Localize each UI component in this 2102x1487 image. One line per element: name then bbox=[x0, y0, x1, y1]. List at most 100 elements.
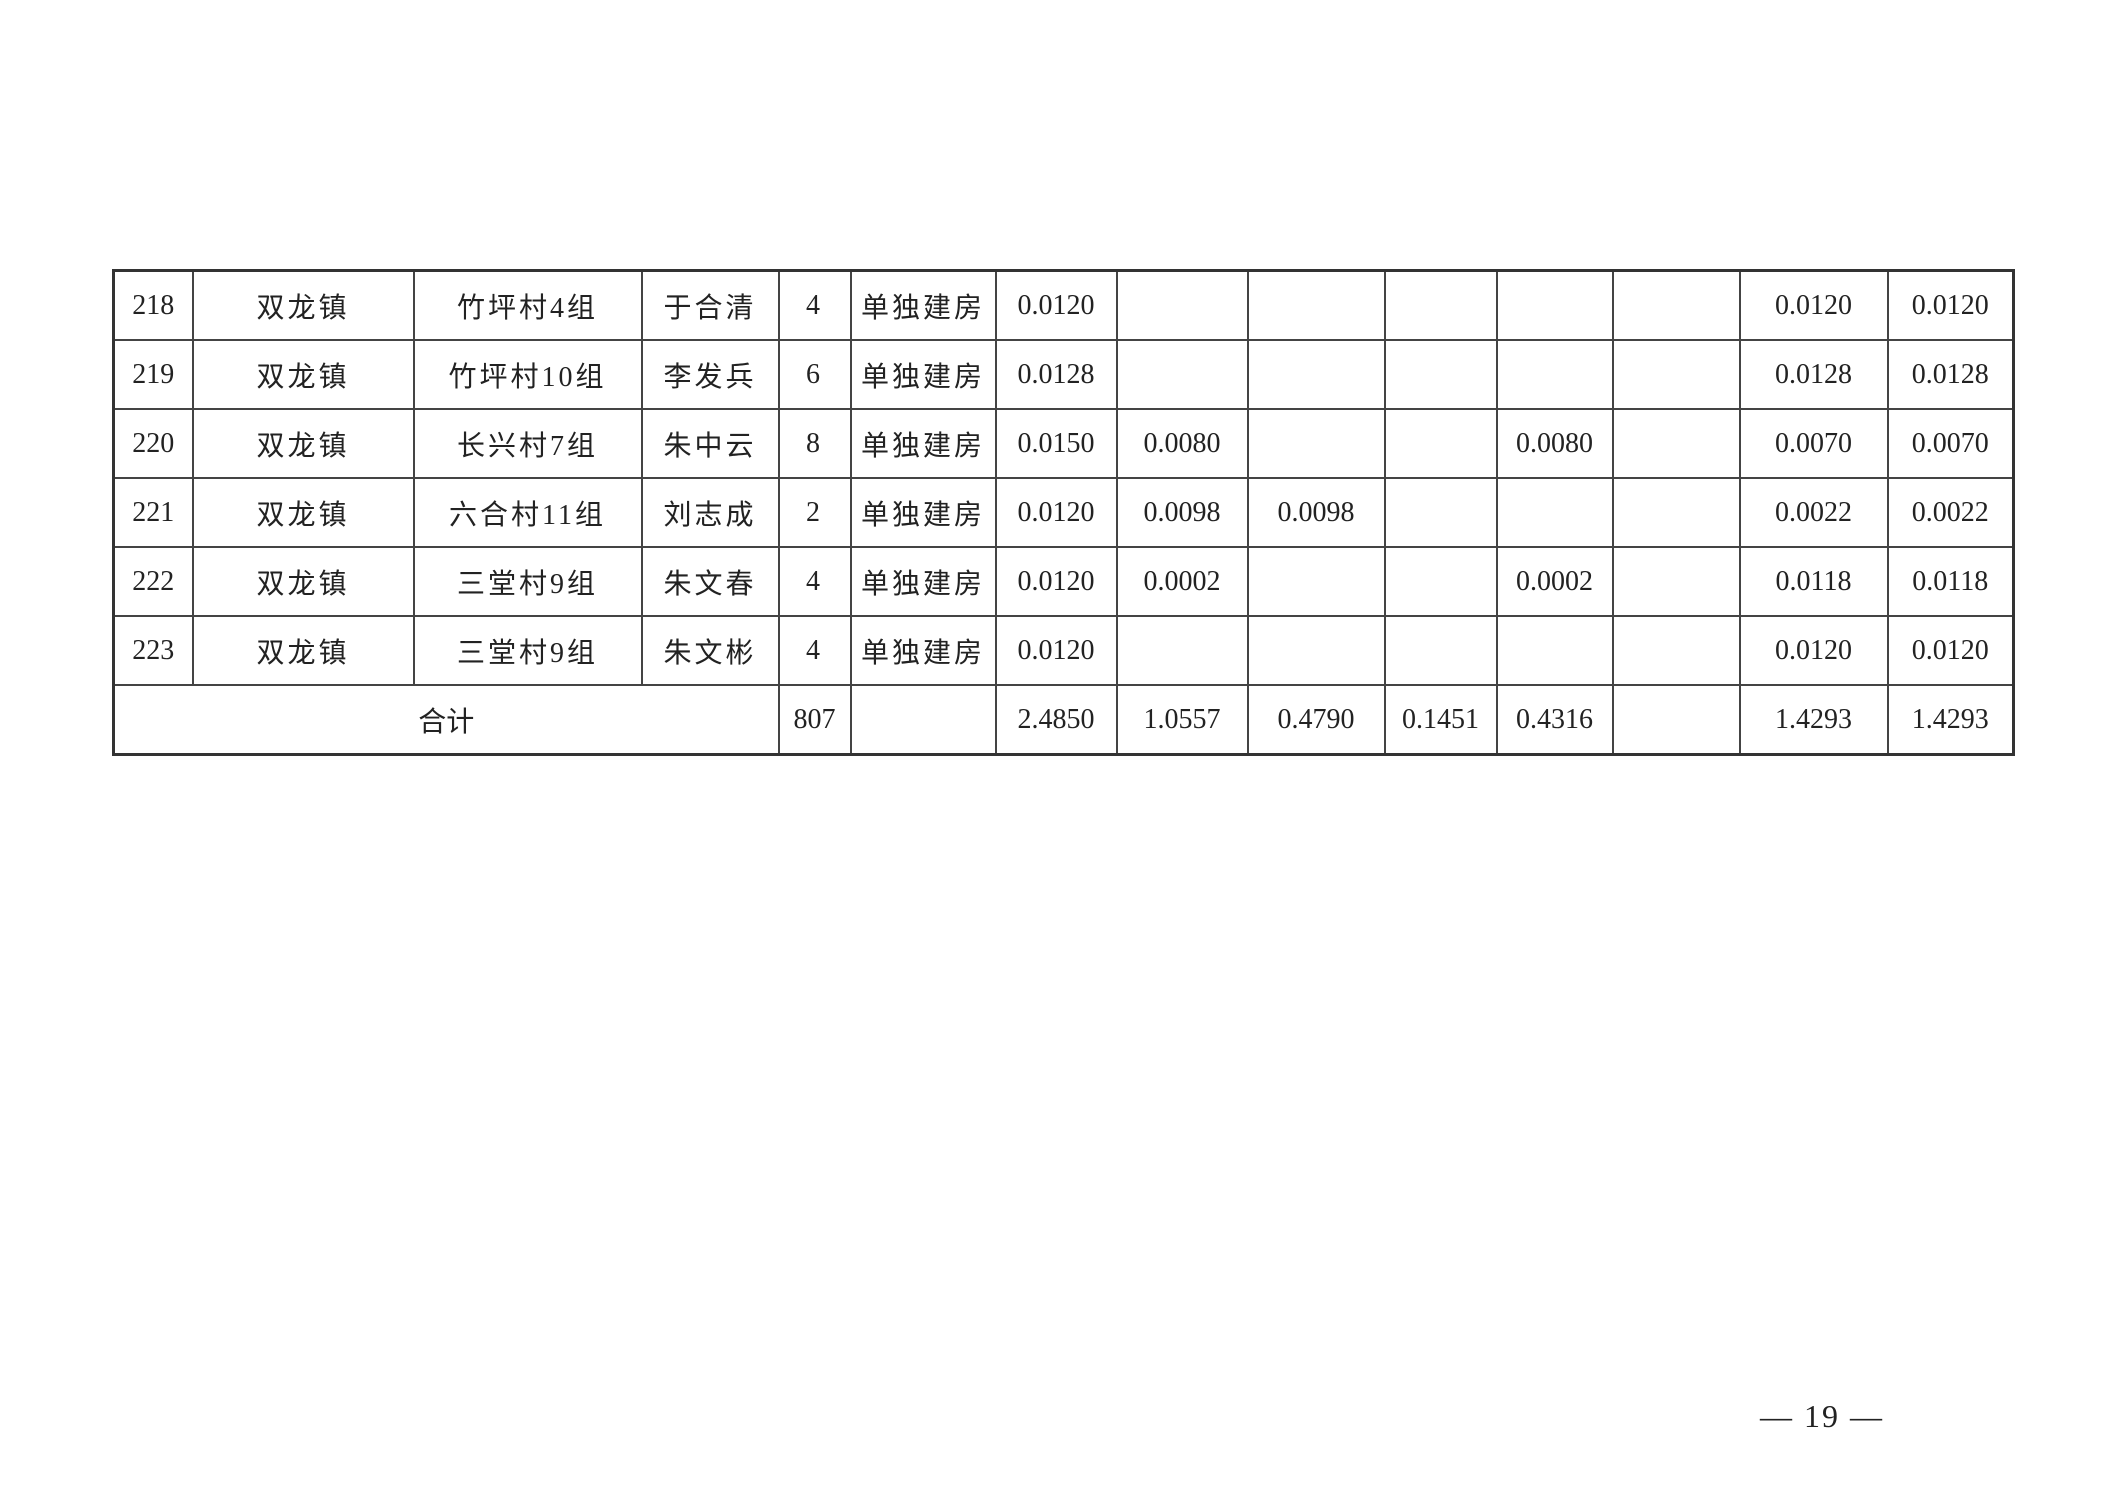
cell-c10 bbox=[1383, 269, 1498, 341]
cell-c13: 0.0022 bbox=[1738, 477, 1889, 548]
cell-c14: 0.0128 bbox=[1886, 339, 2015, 410]
table-row: 220 双龙镇 长兴村7组 朱中云 8 单独建房 0.0150 0.0080 0.0080 0.0… bbox=[112, 408, 2015, 479]
cell-type: 单独建房 bbox=[849, 546, 997, 617]
cell-c9 bbox=[1246, 269, 1386, 341]
cell-name: 李发兵 bbox=[640, 339, 780, 410]
cell-c10 bbox=[1383, 615, 1498, 686]
cell-people: 2 bbox=[777, 477, 852, 548]
total-cell: 1.0557 bbox=[1115, 684, 1249, 756]
cell-c8: 0.0098 bbox=[1115, 477, 1249, 548]
cell-c14: 0.0120 bbox=[1886, 615, 2015, 686]
cell-seq: 218 bbox=[112, 269, 194, 341]
table-row: 222 双龙镇 三堂村9组 朱文春 4 单独建房 0.0120 0.0002 0.0002 0.0… bbox=[112, 546, 2015, 617]
cell-village-group: 竹坪村4组 bbox=[412, 269, 643, 341]
cell-village-group: 竹坪村10组 bbox=[412, 339, 643, 410]
cell-village-group: 三堂村9组 bbox=[412, 615, 643, 686]
cell-name: 于合清 bbox=[640, 269, 780, 341]
cell-c8 bbox=[1115, 339, 1249, 410]
cell-c13: 0.0120 bbox=[1738, 615, 1889, 686]
cell-village-group: 三堂村9组 bbox=[412, 546, 643, 617]
cell-c13: 0.0120 bbox=[1738, 269, 1889, 341]
cell-seq: 219 bbox=[112, 339, 194, 410]
cell-area: 0.0120 bbox=[994, 615, 1118, 686]
cell-c13: 0.0118 bbox=[1738, 546, 1889, 617]
cell-c9 bbox=[1246, 408, 1386, 479]
cell-c10 bbox=[1383, 339, 1498, 410]
table-row: 223 双龙镇 三堂村9组 朱文彬 4 单独建房 0.0120 0.0120 0.0120 bbox=[112, 615, 2015, 686]
total-cell bbox=[849, 684, 997, 756]
data-table: 218 双龙镇 竹坪村4组 于合清 4 单独建房 0.0120 0.0120 0.0120 219… bbox=[112, 269, 2015, 756]
table-row: 219 双龙镇 竹坪村10组 李发兵 6 单独建房 0.0128 0.0128 0.0128 bbox=[112, 339, 2015, 410]
cell-area: 0.0150 bbox=[994, 408, 1118, 479]
cell-people: 6 bbox=[777, 339, 852, 410]
cell-c14: 0.0120 bbox=[1886, 269, 2015, 341]
cell-town: 双龙镇 bbox=[191, 546, 415, 617]
cell-c11 bbox=[1495, 615, 1614, 686]
cell-c12 bbox=[1611, 546, 1741, 617]
cell-c9 bbox=[1246, 615, 1386, 686]
cell-seq: 221 bbox=[112, 477, 194, 548]
cell-c13: 0.0128 bbox=[1738, 339, 1889, 410]
cell-c11: 0.0002 bbox=[1495, 546, 1614, 617]
cell-area: 0.0120 bbox=[994, 269, 1118, 341]
cell-c9: 0.0098 bbox=[1246, 477, 1386, 548]
table-body: 218 双龙镇 竹坪村4组 于合清 4 单独建房 0.0120 0.0120 0.0120 219… bbox=[112, 269, 2015, 756]
cell-town: 双龙镇 bbox=[191, 269, 415, 341]
total-cell: 0.4316 bbox=[1495, 684, 1614, 756]
cell-name: 朱文春 bbox=[640, 546, 780, 617]
cell-type: 单独建房 bbox=[849, 339, 997, 410]
cell-area: 0.0120 bbox=[994, 477, 1118, 548]
cell-c10 bbox=[1383, 546, 1498, 617]
cell-town: 双龙镇 bbox=[191, 339, 415, 410]
cell-name: 朱文彬 bbox=[640, 615, 780, 686]
total-cell: 807 bbox=[777, 684, 852, 756]
cell-people: 8 bbox=[777, 408, 852, 479]
total-cell: 0.4790 bbox=[1246, 684, 1386, 756]
cell-c8 bbox=[1115, 269, 1249, 341]
cell-type: 单独建房 bbox=[849, 408, 997, 479]
cell-type: 单独建房 bbox=[849, 269, 997, 341]
cell-name: 刘志成 bbox=[640, 477, 780, 548]
cell-c11 bbox=[1495, 269, 1614, 341]
total-label: 合计 bbox=[112, 684, 780, 756]
total-cell bbox=[1611, 684, 1741, 756]
cell-c10 bbox=[1383, 408, 1498, 479]
cell-village-group: 长兴村7组 bbox=[412, 408, 643, 479]
cell-type: 单独建房 bbox=[849, 615, 997, 686]
total-cell: 2.4850 bbox=[994, 684, 1118, 756]
table-row: 221 双龙镇 六合村11组 刘志成 2 单独建房 0.0120 0.0098 0.0098 0.… bbox=[112, 477, 2015, 548]
cell-c11: 0.0080 bbox=[1495, 408, 1614, 479]
cell-people: 4 bbox=[777, 615, 852, 686]
cell-seq: 220 bbox=[112, 408, 194, 479]
cell-c12 bbox=[1611, 339, 1741, 410]
cell-c14: 0.0118 bbox=[1886, 546, 2015, 617]
cell-c13: 0.0070 bbox=[1738, 408, 1889, 479]
cell-town: 双龙镇 bbox=[191, 408, 415, 479]
table-row: 218 双龙镇 竹坪村4组 于合清 4 单独建房 0.0120 0.0120 0.0120 bbox=[112, 269, 2015, 341]
cell-c8 bbox=[1115, 615, 1249, 686]
cell-name: 朱中云 bbox=[640, 408, 780, 479]
cell-c12 bbox=[1611, 408, 1741, 479]
cell-type: 单独建房 bbox=[849, 477, 997, 548]
cell-seq: 223 bbox=[112, 615, 194, 686]
cell-c11 bbox=[1495, 339, 1614, 410]
cell-village-group: 六合村11组 bbox=[412, 477, 643, 548]
cell-people: 4 bbox=[777, 269, 852, 341]
cell-c8: 0.0002 bbox=[1115, 546, 1249, 617]
cell-c9 bbox=[1246, 339, 1386, 410]
cell-people: 4 bbox=[777, 546, 852, 617]
cell-area: 0.0128 bbox=[994, 339, 1118, 410]
cell-c11 bbox=[1495, 477, 1614, 548]
cell-c12 bbox=[1611, 615, 1741, 686]
cell-town: 双龙镇 bbox=[191, 477, 415, 548]
cell-c8: 0.0080 bbox=[1115, 408, 1249, 479]
total-cell: 0.1451 bbox=[1383, 684, 1498, 756]
cell-c14: 0.0070 bbox=[1886, 408, 2015, 479]
page-number: — 19 — bbox=[1760, 1398, 1884, 1434]
cell-c9 bbox=[1246, 546, 1386, 617]
total-cell: 1.4293 bbox=[1886, 684, 2015, 756]
cell-c10 bbox=[1383, 477, 1498, 548]
cell-town: 双龙镇 bbox=[191, 615, 415, 686]
cell-c12 bbox=[1611, 269, 1741, 341]
cell-c12 bbox=[1611, 477, 1741, 548]
